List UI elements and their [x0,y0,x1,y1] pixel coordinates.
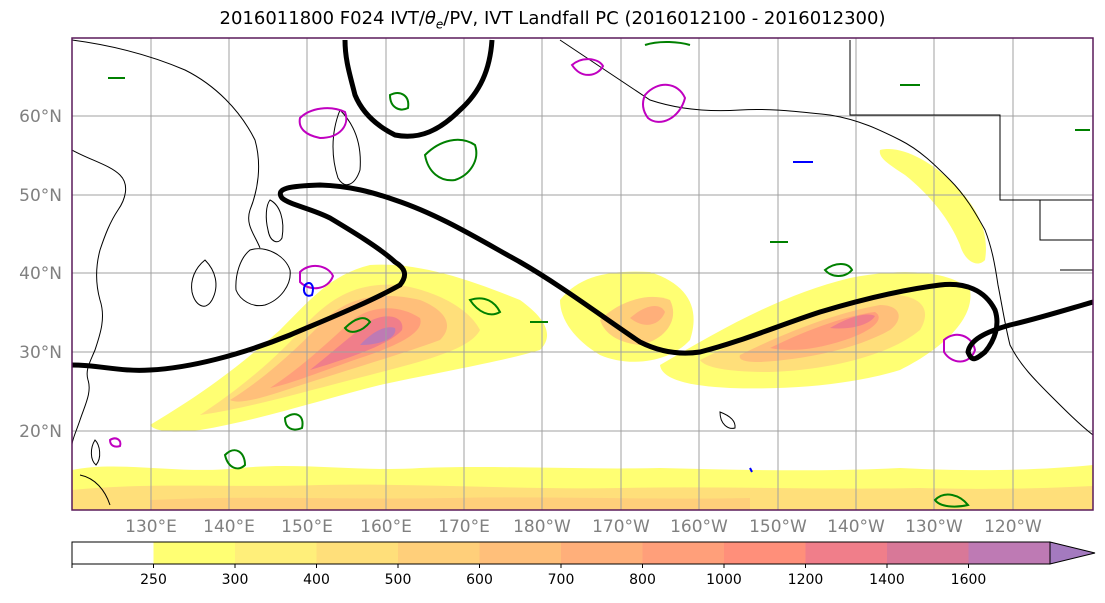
colorbar-segment [72,542,154,564]
lon-label: 150°E [281,517,333,537]
colorbar-segment [968,542,1051,564]
colorbar-segment [561,542,643,564]
lon-label: 160°E [360,517,412,537]
lat-label: 40°N [19,264,62,284]
colorbar-extend-arrow [1049,541,1096,565]
colorbar-label: 500 [385,572,412,588]
pv-contours [108,58,977,448]
colorbar-label: 400 [303,572,330,588]
low-contours [302,161,813,473]
ivt-plume-west [150,264,548,432]
lon-label: 170°W [592,517,650,537]
lon-label: 130°W [905,517,963,537]
map-content [72,38,1093,510]
lon-label: 140°E [203,517,255,537]
lon-label: 170°E [438,517,490,537]
colorbar-label: 1200 [788,572,824,588]
map-title: 2016011800 F024 IVT/θe/PV, IVT Landfall … [219,8,886,32]
colorbar-segment [316,542,399,564]
colorbar-label: 300 [222,572,249,588]
colorbar-label: 1400 [869,572,905,588]
lat-labels: 60°N 50°N 40°N 30°N 20°N [19,107,62,442]
colorbar-label: 250 [140,572,167,588]
lat-label: 50°N [19,186,62,206]
lon-label: 180°W [513,517,571,537]
lat-label: 30°N [19,343,62,363]
map-frame [71,37,1094,511]
theta-e-contours [108,41,1090,508]
colorbar: 250 300 400 500 600 700 800 1000 1200 1400 1600 [71,541,1096,588]
coastlines [72,39,1093,506]
lon-labels: 130°E 140°E 150°E 160°E 170°E 180°W 170°… [125,517,1042,537]
ivt-plume-east [660,272,971,389]
colorbar-label: 1000 [706,572,742,588]
colorbar-segment [398,542,480,564]
colorbar-segment [887,542,969,564]
colorbar-label: 700 [548,572,575,588]
map-background [72,38,1093,510]
lon-label: 130°E [125,517,177,537]
lon-label: 150°W [749,517,807,537]
colorbar-label: 600 [466,572,493,588]
lat-label: 60°N [19,107,62,127]
colorbar-segment [479,542,562,564]
ivt-coastal-band [879,149,986,264]
colorbar-segment [642,542,725,564]
colorbar-segment [724,542,806,564]
ivt-tropical-band [72,465,1093,510]
ivt-northern-path [342,39,495,139]
ivt-plume-central [560,271,694,362]
lon-label: 140°W [827,517,885,537]
colorbar-label: 800 [629,572,656,588]
lat-label: 20°N [19,422,62,442]
ivt-landfall-path [72,182,1093,373]
colorbar-label: 1600 [951,572,987,588]
colorbar-segment [153,542,236,564]
colorbar-segment [235,542,317,564]
lon-label: 120°W [984,517,1042,537]
lon-label: 160°W [670,517,728,537]
colorbar-segment [805,542,888,564]
